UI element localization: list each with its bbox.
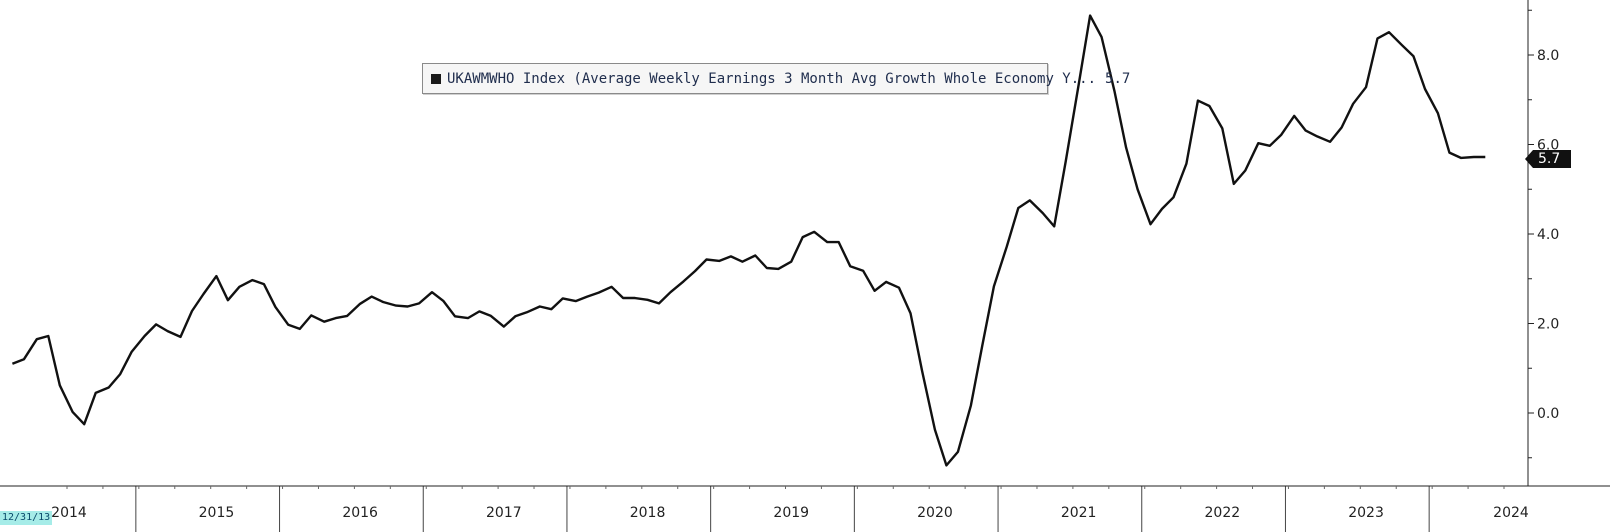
start-date-tag: 12/31/13 [0,511,53,525]
x-tick-label: 2015 [199,505,235,521]
legend[interactable]: UKAWMWHO Index (Average Weekly Earnings … [422,63,1130,94]
x-tick-label: 2017 [486,505,522,521]
x-tick-label: 2018 [630,505,666,521]
y-tick-label: 8.0 [1537,48,1559,64]
y-axis: 0.0 2.0 4.0 6.0 8.0 [1527,0,1559,486]
x-tick-label: 2023 [1348,505,1384,521]
y-tick-label: 4.0 [1537,227,1559,243]
x-tick-label: 2024 [1493,505,1529,521]
x-tick-label: 2016 [342,505,378,521]
x-tick-label: 2021 [1061,505,1097,521]
x-axis: 2014 2015 2016 2017 2018 2019 2020 2021 2022 2023… [0,485,1610,521]
y-tick-label: 2.0 [1537,317,1559,333]
y-tick-label: 0.0 [1537,406,1559,422]
year-separators [135,486,1430,532]
y-tick-label: 6.0 [1537,138,1559,154]
x-tick-label: 2019 [773,505,809,521]
legend-value: 5.7 [1105,70,1131,87]
x-tick-label: 2022 [1205,505,1241,521]
x-tick-label: 2014 [51,505,87,521]
x-tick-label: 2020 [917,505,953,521]
series-line [11,14,1486,467]
last-value-tag: 5.7 [1525,150,1571,168]
legend-swatch [431,73,441,84]
legend-label: UKAWMWHO Index (Average Weekly Earnings … [447,70,1097,87]
